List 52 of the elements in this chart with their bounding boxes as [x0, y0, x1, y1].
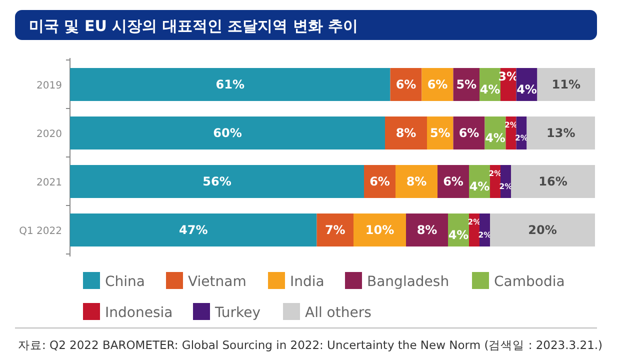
data-label: 20%	[528, 223, 557, 237]
legend-label: Indonesia	[105, 305, 173, 321]
legend-label: Cambodia	[494, 274, 565, 290]
bar	[406, 214, 448, 246]
data-label: 61%	[216, 78, 244, 92]
legend-label: Vietnam	[188, 274, 246, 290]
legend-label: India	[290, 274, 324, 290]
bar	[70, 165, 364, 198]
data-label: 4%	[485, 131, 506, 145]
y-tick-label: 2021	[36, 178, 62, 188]
y-tick-label: 2019	[36, 80, 62, 92]
bar	[354, 214, 406, 246]
data-label: 60%	[213, 126, 242, 140]
legend-label: China	[105, 274, 145, 290]
text: 자료: Q2 2022 BAROMETER: Global Sourcing in 2022: Uncertainty the New Norm (검색일 : 2023.3.21.)	[18, 338, 603, 352]
data-label: 16%	[538, 174, 568, 188]
bar	[511, 165, 595, 198]
data-label: 4%	[480, 82, 500, 96]
data-label: 7%	[324, 223, 346, 237]
data-label: 56%	[202, 174, 232, 188]
bar	[70, 214, 317, 246]
data-label: 10%	[365, 223, 394, 237]
data-label: 47%	[179, 223, 208, 237]
data-label: 8%	[406, 174, 427, 188]
data-label: 4%	[448, 228, 469, 242]
legend-label: Turkey	[214, 305, 261, 321]
data-label: 5%	[430, 126, 450, 140]
bar	[396, 165, 438, 198]
data-label: 6%	[443, 174, 464, 188]
bar	[70, 116, 385, 150]
data-label: 11%	[552, 78, 580, 92]
data-label: 13%	[546, 126, 576, 140]
data-label: 4%	[469, 180, 490, 194]
legend-label: Bangladesh	[367, 274, 450, 290]
bar	[316, 214, 354, 246]
chart-title: 미국 및 EU 시장의 대표적인 조달지역 변화 추이	[29, 17, 358, 35]
bar	[490, 214, 595, 246]
data-label: 6%	[370, 174, 390, 188]
data-label: 5%	[456, 78, 477, 92]
data-label: 6%	[458, 126, 480, 140]
bar	[70, 68, 390, 101]
data-label: 4%	[516, 82, 537, 96]
legend-label: All others	[305, 305, 372, 321]
data-label: 8%	[396, 126, 416, 140]
data-label: 6%	[396, 78, 416, 92]
data-label: 8%	[416, 223, 438, 237]
y-tick-label: Q1 2022	[19, 226, 62, 237]
y-tick-label: 2020	[36, 129, 62, 140]
bar	[526, 116, 595, 150]
data-label: 6%	[427, 78, 448, 92]
bar	[385, 116, 427, 150]
bar	[537, 68, 595, 101]
